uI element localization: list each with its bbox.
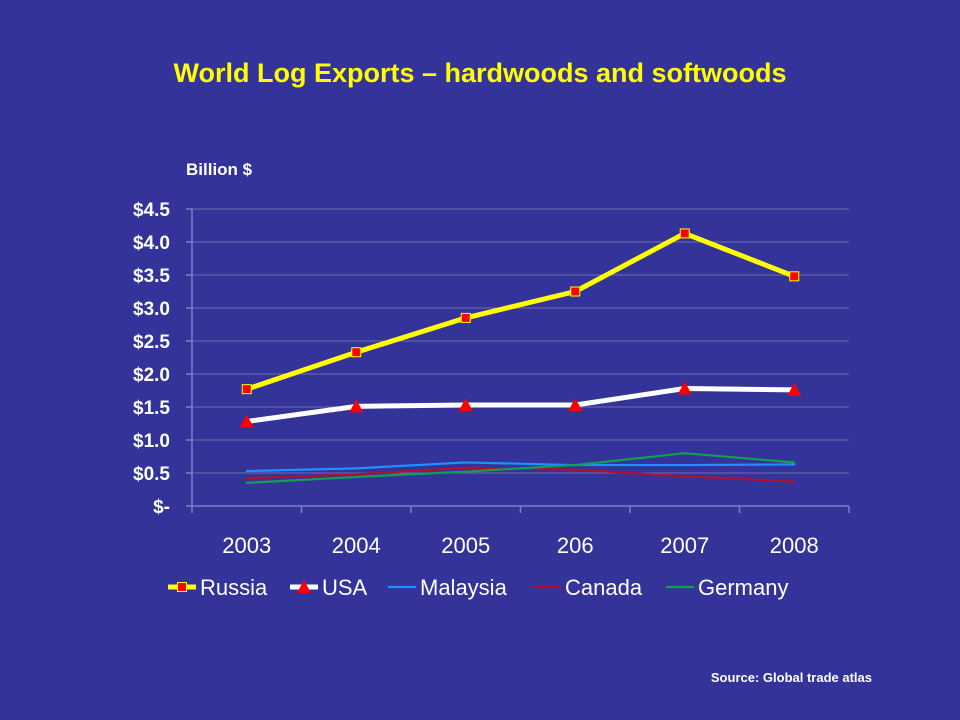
series-line-russia [244,230,797,392]
legend: Russia USA Malaysia Canada Germany [168,575,788,600]
axes [186,208,850,513]
data-point-usa [568,398,583,412]
chart-title: World Log Exports – hardwoods and softwo… [173,58,787,88]
y-tick-label: $1.0 [133,431,170,452]
y-tick-labels: $- $0.5 $1.0 $1.5 $2.0 $2.5 $3.0 $3.5 $4.0 $4.5 [133,200,170,518]
data-point-usa [458,398,473,412]
data-point-russia [679,228,690,239]
y-tick-label: $3.5 [133,266,170,287]
y-tick-label: $4.5 [133,200,170,221]
y-axis-label: Billion $ [186,160,253,179]
y-tick-label: $3.0 [133,299,170,320]
data-point-russia [570,286,581,297]
data-point-russia [460,312,471,323]
x-tick-label: 2005 [441,533,490,558]
legend-marker-russia [177,582,187,592]
y-tick-label: $1.5 [133,398,170,419]
data-point-russia [789,271,800,282]
series-line-malaysia [245,461,796,473]
data-point-russia [351,347,362,358]
x-tick-label: 2008 [770,533,819,558]
legend-label-canada: Canada [565,575,643,600]
legend-label-malaysia: Malaysia [420,575,508,600]
series-lines [239,228,802,484]
y-tick-label: $0.5 [133,464,170,485]
x-tick-label: 2004 [332,533,381,558]
data-point-russia [241,384,252,395]
y-tick-label: $- [153,497,170,518]
x-tick-labels: 2003 2004 2005 206 2007 2008 [222,533,818,558]
data-point-usa [787,382,802,396]
data-point-usa [239,414,254,428]
gridlines [192,208,849,474]
x-tick-label: 2007 [660,533,709,558]
legend-label-usa: USA [322,575,368,600]
x-tick-label: 206 [557,533,594,558]
legend-label-russia: Russia [200,575,268,600]
y-tick-label: $2.0 [133,365,170,386]
data-point-usa [677,381,692,395]
series-line-usa [244,386,797,425]
source-note: Source: Global trade atlas [710,670,872,685]
series-line-germany [245,452,796,484]
x-tick-label: 2003 [222,533,271,558]
y-tick-label: $2.5 [133,332,170,353]
y-tick-label: $4.0 [133,233,170,254]
data-point-usa [349,399,364,413]
legend-label-germany: Germany [698,575,788,600]
legend-marker-usa [297,580,311,593]
